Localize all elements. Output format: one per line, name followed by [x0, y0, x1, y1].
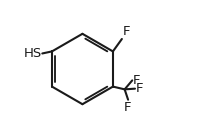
Text: F: F [133, 74, 140, 87]
Text: F: F [136, 82, 143, 95]
Text: F: F [122, 25, 130, 38]
Text: F: F [124, 101, 131, 114]
Text: HS: HS [23, 47, 42, 60]
